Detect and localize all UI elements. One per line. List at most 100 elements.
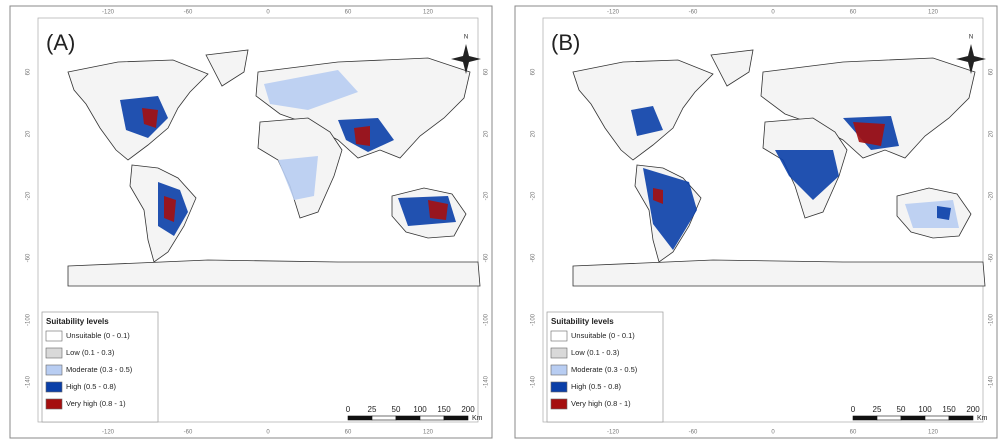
scale-unit: Km [472,415,483,422]
legend-swatch [45,364,63,376]
suitability-area [264,70,358,110]
legend-label: Low (0.1 - 0.3) [571,348,620,357]
latitude-label: -140 [989,375,995,388]
compass [956,44,986,74]
longitude-label: -60 [184,430,193,436]
scale-label: 50 [897,405,906,414]
scale-label: 25 [368,405,377,414]
longitude-label: -120 [102,430,115,436]
legend-label: High (0.5 - 0.8) [571,382,622,391]
longitude-label: -120 [607,430,620,436]
longitude-label: -60 [184,10,193,16]
longitude-label: 0 [266,430,270,436]
suitability-area [398,196,456,226]
scale-label: 200 [461,405,475,414]
scale-label: 200 [966,405,980,414]
scale-label: 150 [942,405,956,414]
legend-swatch [45,330,63,342]
longitude-label: 0 [771,430,775,436]
longitude-label: 60 [850,10,857,16]
latitude-label: -100 [26,313,32,326]
latitude-label: -140 [26,375,32,388]
suitability-area [142,108,158,128]
latitude-label: -20 [989,191,995,200]
land [572,259,986,287]
latitude-label: -20 [26,191,32,200]
longitude-label: 0 [266,10,270,16]
latitude-label: 60 [531,68,537,75]
longitude-label: -120 [607,10,620,16]
legend-label: Unsuitable (0 - 0.1) [66,331,130,340]
suitability-area [775,150,839,200]
scale-segment [948,415,974,421]
latitude-label: -100 [989,313,995,326]
compass [451,44,481,74]
legend-swatch [45,381,63,393]
panel-b: (B) N -120 -120 -60 -60 0 0 60 60 120 120 60 60 20 20 -2… [514,5,998,439]
longitude-label: 60 [345,430,352,436]
legend-title: Suitability levels [46,317,109,326]
latitude-label: -100 [484,313,490,326]
legend-label: Moderate (0.3 - 0.5) [571,365,638,374]
legend-swatch [45,398,63,410]
legend-swatch [550,381,568,393]
suitability-area [354,126,370,146]
latitude-label: -20 [484,191,490,200]
scale-segment [347,415,373,421]
latitude-label: -20 [531,191,537,200]
legend-label: High (0.5 - 0.8) [66,382,117,391]
latitude-label: 60 [26,68,32,75]
suitability-area [428,200,448,220]
scale-segment [371,415,397,421]
latitude-label: 60 [989,68,995,75]
latitude-label: -60 [989,253,995,262]
scale-segment [395,415,421,421]
legend-label: Moderate (0.3 - 0.5) [66,365,133,374]
legend-label: Low (0.1 - 0.3) [66,348,115,357]
longitude-label: 120 [423,10,434,16]
latitude-label: -60 [531,253,537,262]
legend-label: Very high (0.8 - 1) [66,399,126,408]
scale-label: 150 [437,405,451,414]
legend-swatch [550,347,568,359]
land [205,49,249,87]
latitude-label: 60 [484,68,490,75]
scale-segment [900,415,926,421]
longitude-label: -60 [689,10,698,16]
legend-label: Unsuitable (0 - 0.1) [571,331,635,340]
suitability-area [853,122,885,146]
panel-a: (A) N -120 -120 -60 -60 0 0 60 60 120 120 60 60 20 20 -2… [9,5,493,439]
scale-unit: Km [977,415,988,422]
scale-segment [443,415,469,421]
latitude-label: -100 [531,313,537,326]
scale-segment [852,415,878,421]
longitude-label: 0 [771,10,775,16]
land [760,57,976,159]
latitude-label: -60 [484,253,490,262]
longitude-label: 120 [928,10,939,16]
panel-label: (A) [46,30,75,55]
scale-segment [876,415,902,421]
scale-label: 50 [392,405,401,414]
latitude-label: 20 [989,130,995,137]
longitude-label: 60 [345,10,352,16]
scale-label: 25 [873,405,882,414]
legend-swatch [550,364,568,376]
latitude-label: 20 [26,130,32,137]
legend-label: Very high (0.8 - 1) [571,399,631,408]
suitability-area [643,168,697,250]
panel-label: (B) [551,30,580,55]
suitability-area [905,200,959,228]
latitude-label: -140 [531,375,537,388]
latitude-label: 20 [484,130,490,137]
scale-label: 100 [413,405,427,414]
suitability-area [937,206,951,220]
longitude-label: -60 [689,430,698,436]
longitude-label: 120 [423,430,434,436]
land [67,259,481,287]
latitude-label: 20 [531,130,537,137]
latitude-label: -60 [26,253,32,262]
latitude-label: -140 [484,375,490,388]
